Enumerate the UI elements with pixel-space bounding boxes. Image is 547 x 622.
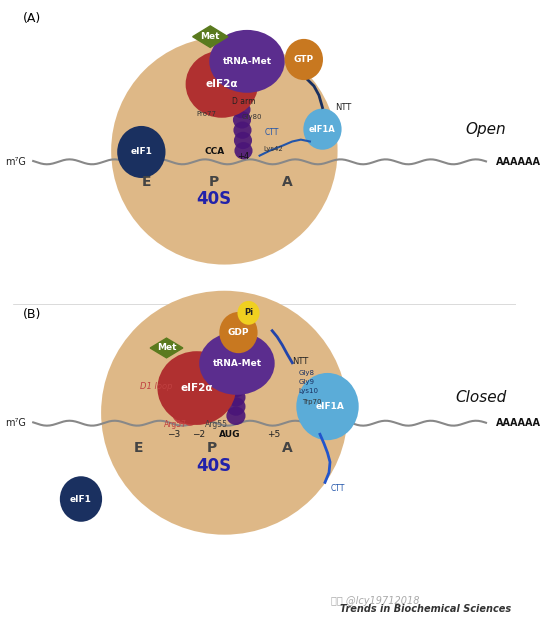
Text: −3: −3 [167, 430, 181, 439]
Text: 知乎 @lcy19712018: 知乎 @lcy19712018 [331, 596, 420, 606]
Text: D1 loop: D1 loop [140, 382, 173, 391]
Text: (A): (A) [23, 12, 42, 25]
Text: AAAAAA: AAAAAA [496, 157, 541, 167]
Polygon shape [150, 338, 183, 358]
Text: Open: Open [465, 122, 506, 137]
Text: Arg55: Arg55 [205, 420, 228, 429]
Text: eIF2α: eIF2α [181, 383, 213, 393]
Polygon shape [193, 26, 228, 47]
Text: AUG: AUG [219, 430, 240, 439]
Text: Lys10: Lys10 [299, 388, 319, 394]
Text: Pro77: Pro77 [197, 111, 217, 117]
Ellipse shape [235, 142, 253, 159]
Text: CCA: CCA [204, 147, 224, 157]
Text: Lys42: Lys42 [264, 146, 283, 152]
Text: AAAAAA: AAAAAA [496, 418, 541, 428]
Text: Arg57: Arg57 [164, 420, 187, 429]
Text: Closed: Closed [455, 390, 506, 405]
Text: 40S: 40S [197, 457, 232, 475]
Text: P: P [209, 175, 219, 188]
Text: Trends in Biochemical Sciences: Trends in Biochemical Sciences [340, 605, 511, 615]
Text: tRNA-Met: tRNA-Met [212, 359, 261, 368]
Ellipse shape [296, 373, 359, 440]
Text: tRNA-Met: tRNA-Met [223, 57, 271, 66]
Ellipse shape [60, 476, 102, 522]
Ellipse shape [285, 39, 323, 80]
Text: NTT: NTT [292, 357, 309, 366]
Text: P: P [207, 441, 217, 455]
Ellipse shape [226, 360, 246, 379]
Text: eIF1A: eIF1A [309, 124, 336, 134]
Text: CTT: CTT [265, 128, 280, 137]
Text: E: E [142, 175, 151, 188]
Ellipse shape [117, 126, 166, 178]
Text: eIF2α: eIF2α [206, 79, 238, 89]
Text: m⁷G: m⁷G [5, 157, 26, 167]
Ellipse shape [237, 301, 260, 325]
Ellipse shape [226, 388, 246, 407]
Ellipse shape [210, 30, 285, 93]
Text: m⁷G: m⁷G [5, 418, 26, 428]
Text: Pi: Pi [244, 309, 253, 317]
Ellipse shape [226, 379, 246, 397]
Ellipse shape [234, 132, 252, 149]
Ellipse shape [232, 91, 250, 108]
Text: Met: Met [157, 343, 176, 353]
Text: eIF1: eIF1 [70, 494, 92, 504]
Ellipse shape [185, 50, 258, 118]
Text: eIF1: eIF1 [130, 147, 152, 157]
Ellipse shape [231, 80, 249, 98]
Text: E: E [134, 441, 143, 455]
Text: eIF1A: eIF1A [316, 402, 345, 411]
Text: CTT: CTT [331, 484, 345, 493]
Text: Gly80: Gly80 [242, 114, 263, 120]
Text: NTT: NTT [335, 103, 351, 112]
Ellipse shape [101, 290, 348, 535]
Ellipse shape [233, 111, 251, 129]
Text: Trp70: Trp70 [302, 399, 322, 406]
Ellipse shape [226, 397, 246, 415]
Ellipse shape [232, 101, 251, 118]
Text: GDP: GDP [228, 328, 249, 337]
Text: GTP: GTP [294, 55, 314, 64]
Text: Gly8: Gly8 [299, 369, 315, 376]
Ellipse shape [304, 109, 341, 150]
Text: 40S: 40S [197, 190, 232, 208]
Text: −2: −2 [191, 430, 205, 439]
Text: +4: +4 [237, 152, 249, 161]
Text: (B): (B) [23, 308, 42, 321]
Text: A: A [282, 175, 293, 188]
Ellipse shape [234, 121, 252, 139]
Text: +5: +5 [267, 430, 280, 439]
Text: D arm: D arm [232, 97, 255, 106]
Ellipse shape [111, 37, 337, 264]
Text: Met: Met [201, 32, 220, 41]
Ellipse shape [219, 312, 258, 353]
Text: A: A [282, 441, 293, 455]
Text: Gly9: Gly9 [299, 379, 315, 385]
Ellipse shape [158, 351, 236, 425]
Ellipse shape [226, 407, 246, 425]
Ellipse shape [199, 332, 275, 395]
Ellipse shape [226, 369, 246, 388]
